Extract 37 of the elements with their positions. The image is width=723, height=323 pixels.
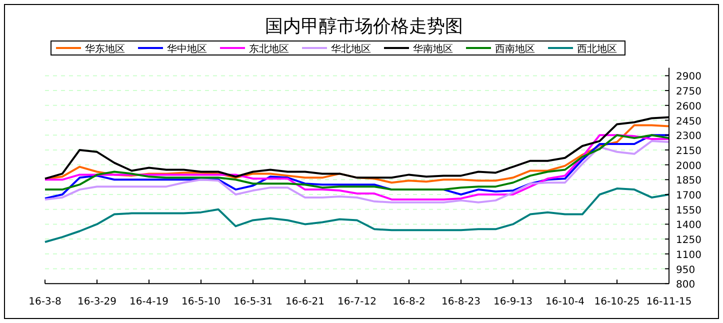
y-tick-label: 950 xyxy=(676,264,696,276)
y-tick-label: 2300 xyxy=(676,131,702,142)
x-tick-label: 16-5-31 xyxy=(233,296,273,308)
x-tick-label: 16-3-29 xyxy=(77,296,117,308)
y-tick-label: 1850 xyxy=(676,176,702,187)
x-tick-label: 16-6-21 xyxy=(285,296,325,308)
x-tick-label: 16-11-15 xyxy=(646,296,692,308)
y-tick-label: 800 xyxy=(676,280,696,291)
legend-label: 西南地区 xyxy=(495,43,535,55)
y-tick-label: 1700 xyxy=(676,190,702,202)
y-tick-label: 1400 xyxy=(676,220,702,232)
x-tick-label: 16-10-4 xyxy=(545,296,585,308)
y-tick-label: 2450 xyxy=(676,116,702,128)
legend-label: 华南地区 xyxy=(413,43,453,55)
y-tick-label: 2150 xyxy=(676,146,702,157)
y-tick-label: 2750 xyxy=(676,86,702,98)
x-tick-label: 16-10-25 xyxy=(594,296,640,308)
y-tick-label: 1250 xyxy=(676,235,702,246)
y-tick-label: 1550 xyxy=(676,205,702,216)
y-tick-label: 1100 xyxy=(676,250,702,261)
legend-label: 西北地区 xyxy=(577,43,617,55)
line-series xyxy=(44,188,670,244)
x-tick-label: 16-4-19 xyxy=(129,296,169,308)
x-tick-label: 16-7-12 xyxy=(337,296,377,308)
x-tick-label: 16-8-2 xyxy=(392,296,426,308)
x-tick-label: 16-5-10 xyxy=(181,296,221,308)
legend-label: 华北地区 xyxy=(331,43,371,55)
y-tick-label: 2900 xyxy=(676,72,702,83)
legend-label: 东北地区 xyxy=(249,43,289,55)
y-tick-label: 2000 xyxy=(676,160,702,172)
x-tick-label: 16-8-23 xyxy=(441,296,481,308)
chart-title: 国内甲醇市场价格走势图 xyxy=(265,16,463,37)
x-tick-label: 16-3-8 xyxy=(28,296,62,308)
y-tick-label: 2600 xyxy=(676,101,702,112)
x-tick-label: 16-9-13 xyxy=(493,296,533,308)
legend-label: 华中地区 xyxy=(167,43,207,55)
legend-label: 华东地区 xyxy=(85,43,125,55)
